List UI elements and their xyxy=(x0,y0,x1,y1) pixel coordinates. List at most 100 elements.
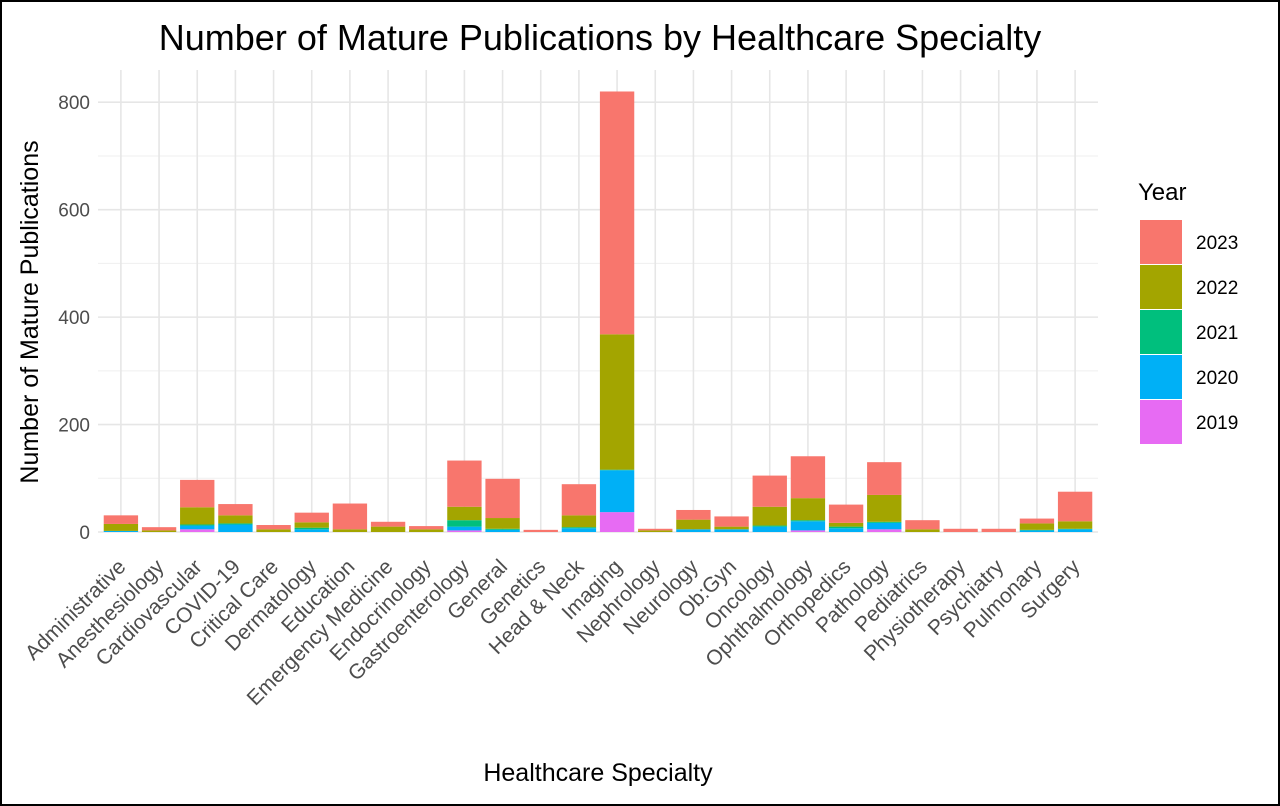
legend-label: 2023 xyxy=(1196,233,1238,254)
bar-segment xyxy=(218,523,253,525)
bar-segment xyxy=(447,460,482,507)
bar-segment xyxy=(867,522,902,530)
y-axis-title: Number of Mature Publications xyxy=(16,140,44,483)
bar-segment xyxy=(599,512,635,532)
bar-segment xyxy=(485,529,520,532)
x-tick-labels: AdministrativeAnesthesiologyCardiovascul… xyxy=(21,555,1085,710)
bar-segment xyxy=(1019,518,1055,524)
bar-segment xyxy=(180,525,215,530)
bar-segment xyxy=(485,478,520,519)
grid-lines xyxy=(98,70,1098,533)
bar-segment xyxy=(905,529,940,532)
bar-segment xyxy=(828,504,864,523)
legend-label: 2020 xyxy=(1196,368,1238,389)
bar-segment xyxy=(599,469,635,471)
bar-segment xyxy=(599,334,635,470)
bar-segment xyxy=(103,523,139,531)
bar-segment xyxy=(790,530,826,532)
y-tick-label: 800 xyxy=(58,93,90,114)
bar-segment xyxy=(828,526,864,529)
bar-segment xyxy=(790,456,826,499)
bar-segment xyxy=(790,521,826,531)
bar-segment xyxy=(943,528,978,532)
legend-key xyxy=(1140,400,1182,444)
legend-key xyxy=(1140,310,1182,354)
bar-segment xyxy=(294,512,329,523)
bar-segment xyxy=(523,529,558,532)
bar-segment xyxy=(599,91,635,335)
bar-segment xyxy=(218,524,253,532)
bar-segment xyxy=(599,470,635,513)
bar-segment xyxy=(752,475,787,507)
bar-segment xyxy=(638,530,673,532)
bar-segment xyxy=(447,530,482,532)
bar-segment xyxy=(867,494,902,522)
bar-segment xyxy=(370,526,406,532)
legend-label: 2019 xyxy=(1196,413,1238,434)
bar-segment xyxy=(218,504,253,516)
bar-segment xyxy=(1057,529,1093,532)
y-tick-labels: 0 200 400 600 800 xyxy=(58,93,90,544)
bar-segment xyxy=(103,530,139,532)
bar-segment xyxy=(1019,530,1055,532)
legend: Year 2023 2022 2021 2020 2019 xyxy=(1138,179,1238,444)
x-axis-title: Healthcare Specialty xyxy=(483,759,713,787)
bar-segment xyxy=(180,479,215,508)
bar-segment xyxy=(103,515,139,524)
bars xyxy=(103,91,1093,532)
bar-segment xyxy=(1057,491,1093,522)
bar-segment xyxy=(141,527,177,531)
bar-segment xyxy=(370,521,406,527)
bar-segment xyxy=(752,526,787,532)
legend-label: 2022 xyxy=(1196,278,1238,299)
bar-segment xyxy=(981,528,1016,532)
bar-segment xyxy=(561,527,597,529)
bar-segment xyxy=(828,528,864,532)
bar-segment xyxy=(676,509,711,520)
bar-segment xyxy=(180,507,215,525)
y-tick-label: 0 xyxy=(79,523,90,544)
bar-segment xyxy=(180,529,215,532)
bar-segment xyxy=(790,498,826,521)
bar-segment xyxy=(294,529,329,532)
bar-segment xyxy=(905,520,940,530)
y-tick-label: 200 xyxy=(58,416,90,437)
bar-segment xyxy=(714,529,749,532)
bar-segment xyxy=(409,529,444,532)
bar-segment xyxy=(1019,523,1055,530)
bar-segment xyxy=(561,515,597,528)
bar-segment xyxy=(180,524,215,526)
bar-segment xyxy=(332,503,368,530)
bar-segment xyxy=(714,516,749,527)
bar-segment xyxy=(447,506,482,521)
bar-segment xyxy=(256,529,291,532)
bar-segment xyxy=(828,522,864,527)
bar-segment xyxy=(218,515,253,524)
bar-segment xyxy=(752,525,787,527)
legend-key xyxy=(1140,265,1182,309)
y-tick-label: 400 xyxy=(58,308,90,329)
bar-segment xyxy=(561,528,597,532)
bar-segment xyxy=(141,530,177,532)
bar-segment xyxy=(1057,528,1093,530)
bar-segment xyxy=(256,525,291,530)
bar-segment xyxy=(447,520,482,527)
bar-segment xyxy=(485,528,520,530)
legend-label: 2021 xyxy=(1196,323,1238,344)
legend-key xyxy=(1140,220,1182,264)
bar-segment xyxy=(1019,529,1055,531)
bar-segment xyxy=(638,528,673,531)
y-tick-label: 600 xyxy=(58,201,90,222)
bar-segment xyxy=(485,518,520,529)
bar-segment xyxy=(294,527,329,530)
bar-segment xyxy=(867,521,902,523)
bar-segment xyxy=(752,506,787,526)
bar-segment xyxy=(332,529,368,532)
bar-segment xyxy=(676,519,711,530)
bar-segment xyxy=(867,529,902,532)
bar-segment xyxy=(676,529,711,532)
bar-segment xyxy=(790,520,826,522)
bar-segment xyxy=(714,526,749,530)
